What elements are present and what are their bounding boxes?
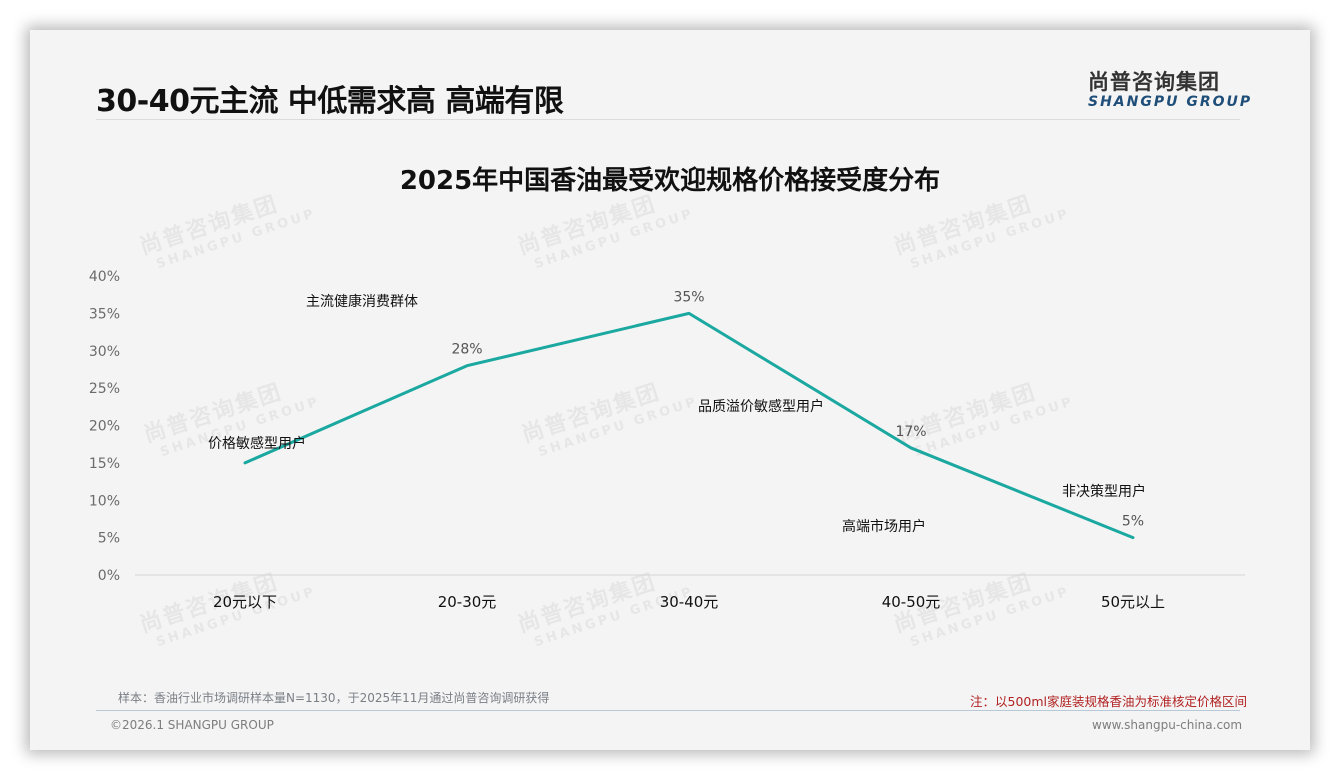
y-tick-label: 25%	[89, 381, 120, 397]
x-tick-label: 20-30元	[438, 593, 497, 611]
chart-title: 2025年中国香油最受欢迎规格价格接受度分布	[399, 166, 941, 196]
series-line	[243, 311, 1135, 540]
footnote: 注：以500ml家庭装规格香油为标准核定价格区间	[970, 694, 1248, 709]
segment-annotation: 高端市场用户	[842, 518, 926, 535]
segment-annotation: 主流健康消费群体	[306, 293, 418, 310]
slide: 尚普咨询集团 SHANGPU GROUP 尚普咨询集团 SHANGPU GROUP …	[30, 30, 1310, 750]
y-tick-label: 0%	[98, 568, 120, 584]
copyright: ©2026.1 SHANGPU GROUP	[110, 718, 274, 732]
data-label: 35%	[673, 289, 704, 305]
data-label: 17%	[895, 424, 926, 440]
page-title: 30-40元主流 中低需求高 高端有限	[96, 84, 564, 119]
header-divider	[96, 119, 1240, 120]
x-tick-label: 50元以上	[1101, 593, 1165, 611]
segment-annotation: 价格敏感型用户	[208, 435, 306, 452]
line-chart: 0% 5% 10% 15% 20% 25% 30% 35% 40% 20元以下 20-30元 30-4…	[89, 269, 1245, 611]
website-link[interactable]: www.shangpu-china.com	[1092, 718, 1243, 732]
sample-note: 样本：香油行业市场调研样本量N=1130，于2025年11月通过尚普咨询调研获得	[118, 691, 550, 705]
x-tick-label: 20元以下	[213, 593, 277, 611]
y-tick-label: 35%	[89, 306, 120, 322]
segment-annotation: 品质溢价敏感型用户	[698, 398, 824, 415]
data-label: 5%	[1122, 514, 1144, 530]
logo-en: SHANGPU GROUP	[1088, 94, 1253, 110]
y-tick-label: 40%	[89, 269, 120, 285]
y-tick-label: 5%	[98, 531, 120, 547]
y-tick-label: 15%	[89, 456, 120, 472]
company-logo: 尚普咨询集团 SHANGPU GROUP	[1088, 66, 1252, 110]
y-tick-label: 30%	[89, 344, 120, 360]
x-tick-label: 40-50元	[882, 593, 941, 611]
x-tick-label: 30-40元	[660, 593, 719, 611]
data-label: 28%	[451, 342, 482, 358]
logo-cn: 尚普咨询集团	[1088, 70, 1220, 94]
y-tick-label: 10%	[89, 493, 120, 509]
segment-annotation: 非决策型用户	[1062, 483, 1146, 500]
footer-divider	[96, 710, 1240, 711]
y-tick-label: 20%	[89, 419, 120, 435]
